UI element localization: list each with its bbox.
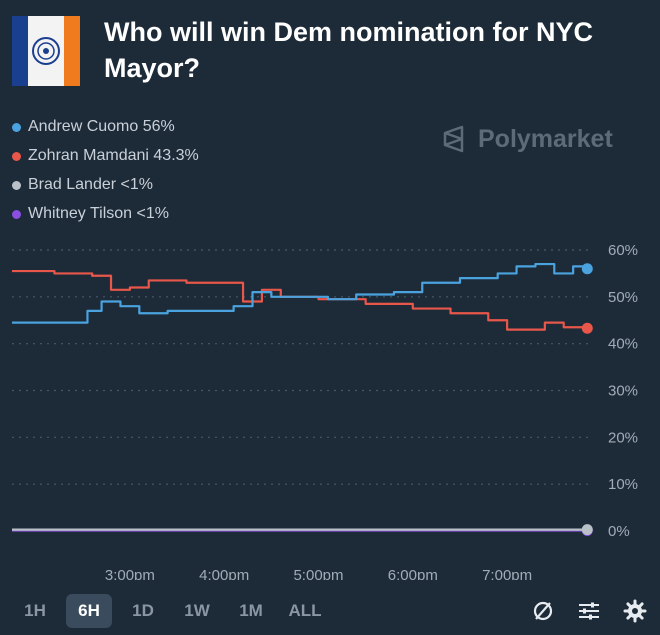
y-tick-label: 50% xyxy=(608,289,638,306)
market-title: Who will win Dem nomination for NYC Mayo… xyxy=(104,17,593,83)
y-tick-label: 40% xyxy=(608,336,638,353)
y-tick-label: 20% xyxy=(608,429,638,446)
polymarket-logo-icon xyxy=(443,125,464,153)
gear-icon[interactable] xyxy=(620,596,650,626)
price-history-chart: 0% 10% 20% 30% 40% 50% 60% 3:00pm 4:00pm 5:00pm 6:… xyxy=(12,242,638,580)
nyc-flag-logo xyxy=(12,16,80,86)
polymarket-watermark: Polymarket xyxy=(440,124,613,154)
range-button-all[interactable]: ALL xyxy=(288,601,322,620)
x-tick-label: 6:00pm xyxy=(388,567,438,580)
chart-tools xyxy=(528,596,660,626)
legend-dot-cuomo xyxy=(12,122,21,132)
range-button-1m[interactable]: 1M xyxy=(239,601,263,620)
chart-legend: Andrew Cuomo 56% Zohran Mamdani 43.3% Br… xyxy=(12,116,199,232)
legend-label-cuomo: Andrew Cuomo 56% xyxy=(28,118,175,135)
range-button-1w[interactable]: 1W xyxy=(184,601,210,620)
series-endpoint-andrew-cuomo xyxy=(581,263,593,275)
y-tick-label: 10% xyxy=(608,476,638,493)
city-seal-icon xyxy=(32,37,60,65)
flag-blue-band xyxy=(12,16,28,86)
x-tick-label: 4:00pm xyxy=(199,567,249,580)
legend-dot-tilson xyxy=(12,209,21,219)
legend-item-cuomo: Andrew Cuomo 56% xyxy=(12,116,199,138)
y-tick-label: 30% xyxy=(608,383,638,400)
series-endpoint-brad-lander xyxy=(581,524,593,536)
legend-item-lander: Brad Lander <1% xyxy=(12,174,199,196)
series-line-zohran-mamdani xyxy=(12,269,589,331)
diff-icon[interactable] xyxy=(528,596,558,626)
brand-name: Polymarket xyxy=(478,124,613,153)
series-endpoint-zohran-mamdani xyxy=(581,322,593,334)
y-tick-label: 0% xyxy=(608,523,630,540)
flag-orange-band xyxy=(64,16,80,86)
legend-label-tilson: Whitney Tilson <1% xyxy=(28,205,169,222)
legend-dot-mamdani xyxy=(12,151,21,161)
flag-white-band xyxy=(28,16,64,86)
x-tick-label: 7:00pm xyxy=(482,567,532,580)
legend-item-tilson: Whitney Tilson <1% xyxy=(12,203,199,225)
range-button-1h[interactable]: 1H xyxy=(24,601,46,620)
range-button-1d[interactable]: 1D xyxy=(132,601,154,620)
legend-item-mamdani: Zohran Mamdani 43.3% xyxy=(12,145,199,167)
sliders-icon[interactable] xyxy=(574,596,604,626)
legend-label-mamdani: Zohran Mamdani 43.3% xyxy=(28,147,199,164)
range-button-6h[interactable]: 6H xyxy=(66,594,112,628)
legend-label-lander: Brad Lander <1% xyxy=(28,176,153,193)
series-line-andrew-cuomo xyxy=(12,262,589,324)
time-range-selector: 1H 6H 1D 1W 1M ALL xyxy=(12,594,336,628)
y-tick-label: 60% xyxy=(608,242,638,259)
x-tick-label: 3:00pm xyxy=(105,567,155,580)
x-tick-label: 5:00pm xyxy=(293,567,343,580)
legend-dot-lander xyxy=(12,180,21,190)
